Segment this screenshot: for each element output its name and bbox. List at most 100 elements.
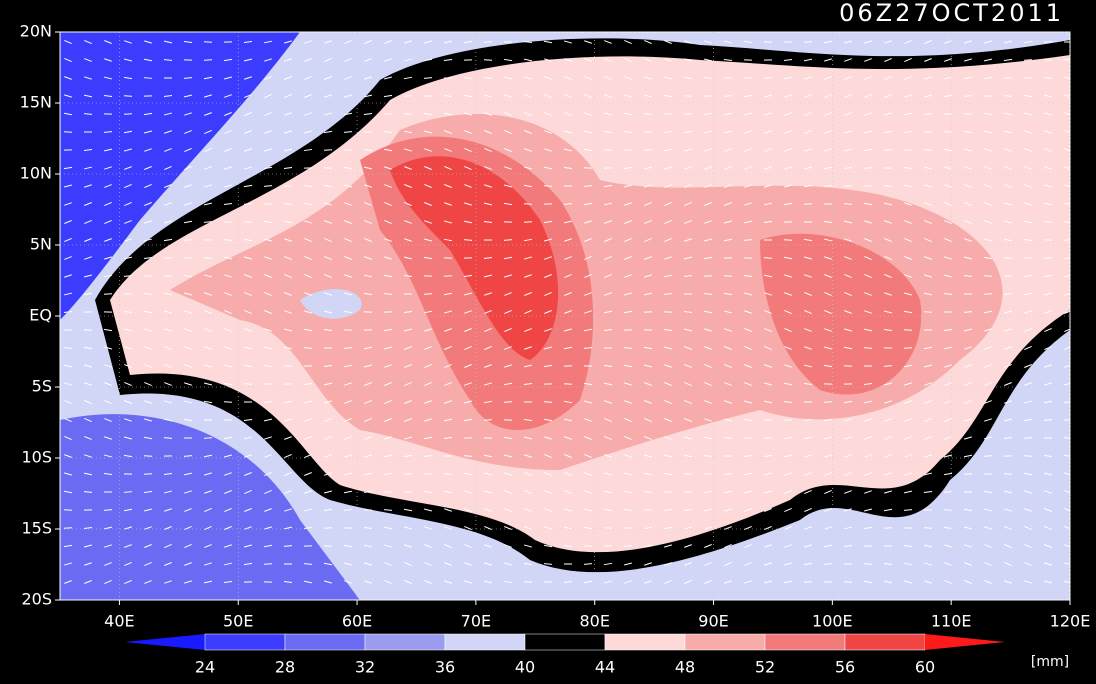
wind-arrow <box>864 186 872 187</box>
y-tick-label: 5S <box>32 377 52 396</box>
wind-arrow <box>824 402 832 403</box>
y-tick-label: EQ <box>29 306 52 325</box>
wind-arrow <box>724 258 732 259</box>
wind-arrow <box>804 582 812 583</box>
colorbar-label: 52 <box>755 658 775 677</box>
wind-arrow <box>844 366 852 367</box>
colorbar-label: 24 <box>195 658 215 677</box>
wind-arrow <box>944 132 952 133</box>
wind-arrow <box>204 60 212 61</box>
wind-arrow <box>604 150 612 151</box>
wind-arrow <box>664 132 672 133</box>
colorbar-label: 56 <box>835 658 855 677</box>
wind-arrow <box>584 564 592 565</box>
wind-arrow <box>784 240 792 241</box>
wind-arrow <box>284 384 292 385</box>
x-tick-label: 50E <box>223 612 253 631</box>
wind-arrow <box>504 240 512 241</box>
wind-arrow <box>424 456 432 457</box>
wind-arrow <box>484 42 492 43</box>
y-tick-label: 20N <box>20 22 52 41</box>
colorbar-label: 28 <box>275 658 295 677</box>
y-tick-label: 15S <box>21 519 52 538</box>
wind-arrow <box>124 492 132 493</box>
y-tick-label: 10N <box>20 164 52 183</box>
wind-arrow <box>544 564 552 565</box>
wind-arrow <box>404 492 412 493</box>
wind-arrow <box>464 240 472 241</box>
wind-arrow <box>264 564 272 565</box>
wind-arrow <box>1044 420 1052 421</box>
wind-arrow <box>644 312 652 313</box>
colorbar-segment <box>845 634 925 650</box>
colorbar-label: 48 <box>675 658 695 677</box>
map-title: 06Z27OCT2011 <box>839 0 1064 27</box>
wind-arrow <box>144 78 152 79</box>
y-tick-label: 10S <box>21 448 52 467</box>
x-tick-label: 70E <box>461 612 491 631</box>
x-tick-label: 110E <box>931 612 972 631</box>
wind-arrow <box>64 132 72 133</box>
y-tick-label: 15N <box>20 93 52 112</box>
colorbar-label: 32 <box>355 658 375 677</box>
wind-arrow <box>464 78 472 79</box>
wind-arrow <box>224 402 232 403</box>
wind-arrow <box>704 294 712 295</box>
x-tick-label: 40E <box>104 612 134 631</box>
colorbar-label: 36 <box>435 658 455 677</box>
colorbar-label: 40 <box>515 658 535 677</box>
wind-arrow <box>684 96 692 97</box>
colorbar-segment <box>605 634 685 650</box>
wind-arrow <box>744 456 752 457</box>
wind-arrow <box>164 276 172 277</box>
y-tick-label: 20S <box>21 590 52 609</box>
colorbar-segment <box>365 634 445 650</box>
wind-arrow <box>344 132 352 133</box>
x-tick-label: 120E <box>1050 612 1091 631</box>
colorbar-segment <box>525 634 605 650</box>
wind-arrow <box>524 204 532 205</box>
wind-arrow <box>744 78 752 79</box>
wind-arrow <box>204 438 212 439</box>
wind-arrow <box>884 528 892 529</box>
wind-arrow <box>884 150 892 151</box>
colorbar-segment <box>445 634 525 650</box>
colorbar-label: 44 <box>595 658 615 677</box>
colorbar-segment <box>205 634 285 650</box>
wind-arrow <box>944 510 952 511</box>
wind-arrow <box>964 96 972 97</box>
wind-arrow <box>264 186 272 187</box>
x-tick-label: 90E <box>698 612 728 631</box>
wind-arrow <box>324 546 332 547</box>
colorbar-segment <box>685 634 765 650</box>
wind-arrow <box>764 42 772 43</box>
wind-arrow <box>544 402 552 403</box>
y-tick-label: 5N <box>30 235 52 254</box>
wind-arrow <box>124 114 132 115</box>
wind-arrow <box>864 564 872 565</box>
wind-arrow <box>984 294 992 295</box>
wind-arrow <box>304 348 312 349</box>
wind-arrow <box>1024 456 1032 457</box>
wind-arrow <box>764 420 772 421</box>
colorbar-unit: [mm] <box>1031 654 1069 670</box>
colorbar-segment <box>765 634 845 650</box>
wind-arrow <box>684 474 692 475</box>
wind-arrow <box>624 348 632 349</box>
wind-arrow <box>364 330 372 331</box>
x-tick-label: 80E <box>579 612 609 631</box>
x-tick-label: 100E <box>812 612 853 631</box>
wind-arrow <box>344 510 352 511</box>
wind-arrow <box>84 330 92 331</box>
wind-arrow <box>244 222 252 223</box>
wind-arrow <box>1004 258 1012 259</box>
wind-arrow <box>384 294 392 295</box>
colorbar-segment <box>285 634 365 650</box>
wind-arrow <box>804 204 812 205</box>
wind-arrow <box>144 456 152 457</box>
wind-arrow <box>504 402 512 403</box>
wind-arrow <box>64 510 72 511</box>
wind-arrow <box>584 186 592 187</box>
wind-arrow <box>184 240 192 241</box>
